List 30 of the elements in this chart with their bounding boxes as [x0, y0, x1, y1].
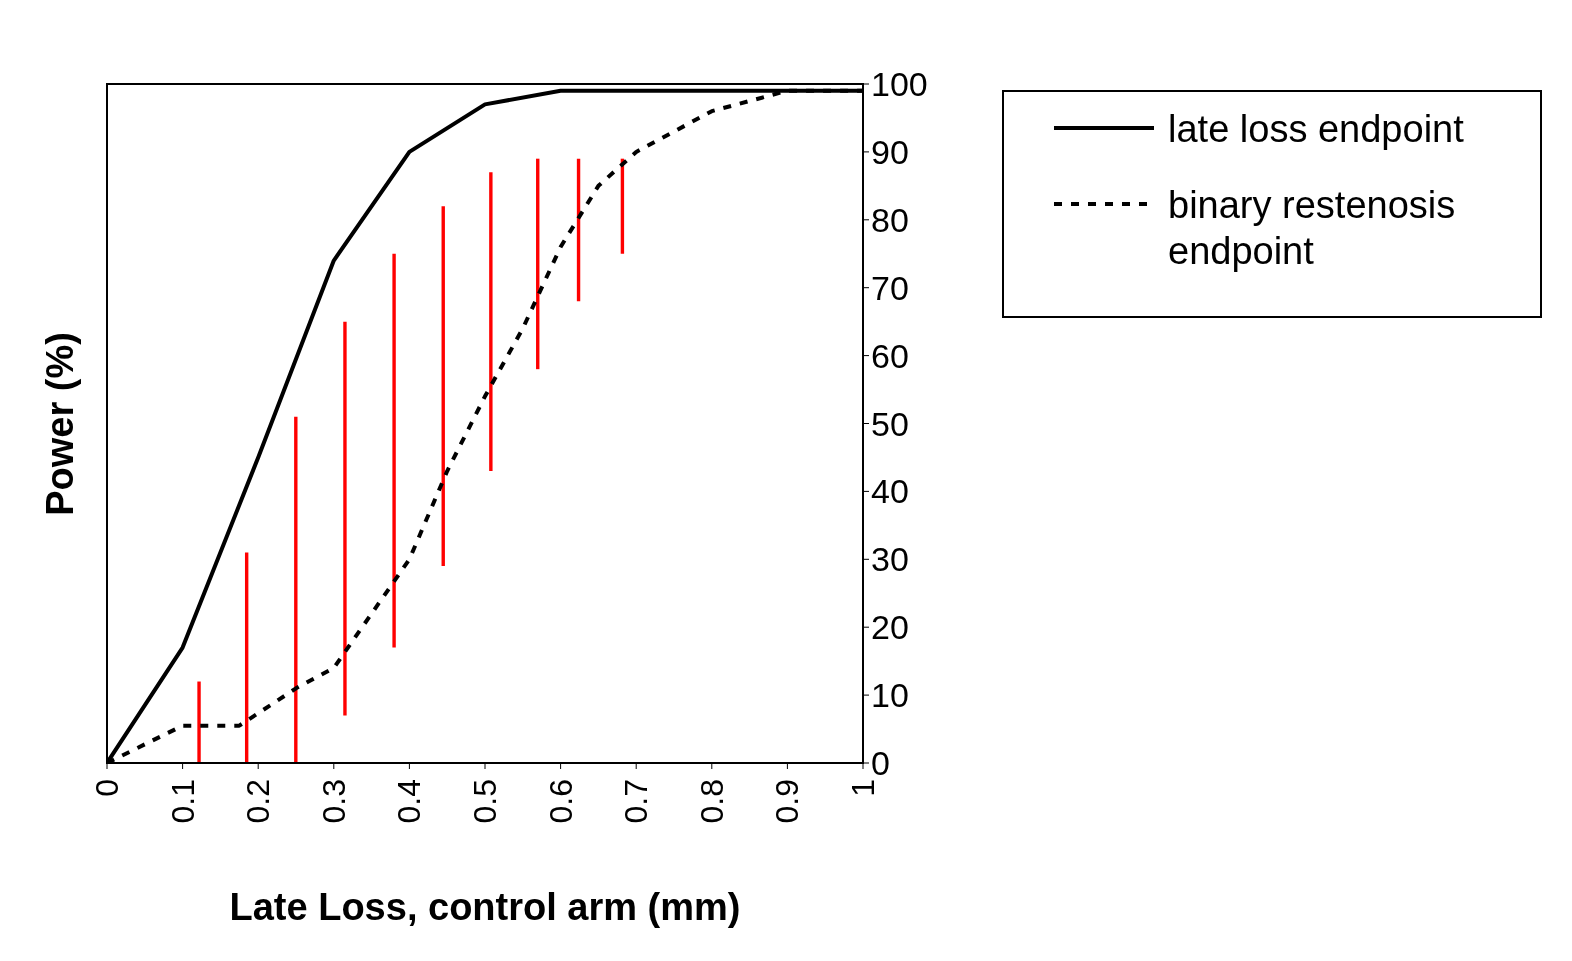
y-tick-label: 70 [871, 268, 909, 307]
x-tick-label: 0.3 [315, 779, 352, 824]
y-axis-title: Power (%) [39, 332, 81, 516]
x-tick-label: 0.1 [164, 779, 201, 824]
bar [489, 172, 493, 472]
bar [343, 321, 347, 716]
x-tick-label: 0.8 [693, 779, 730, 824]
y-tick-label: 90 [871, 132, 909, 171]
x-tick-label: 1 [845, 779, 881, 797]
y-tick-label: 60 [871, 336, 909, 375]
x-tick-label: 0.5 [467, 779, 503, 824]
x-tick-label: 0.2 [240, 779, 277, 824]
x-tick-label: 0.9 [769, 779, 806, 824]
y-tick-label: 50 [871, 404, 909, 443]
x-tick-label: 0.6 [542, 779, 579, 824]
y-tick-label: 30 [871, 540, 909, 579]
bar [294, 416, 298, 763]
y-tick-label: 40 [871, 472, 909, 511]
x-tick-label: 0.7 [618, 779, 655, 824]
y-tick-label: 80 [871, 200, 909, 239]
legend-label: binary restenosis endpoint [1168, 183, 1457, 274]
x-axis-title: Late Loss, control arm (mm) [229, 886, 741, 928]
legend-label: late loss endpoint [1168, 107, 1465, 152]
x-tick-label: 0.4 [391, 779, 428, 824]
bar [197, 681, 201, 763]
y-tick-label: 10 [871, 676, 909, 715]
bar [392, 253, 396, 648]
y-tick-label: 20 [871, 608, 909, 647]
y-tick-label: 100 [871, 65, 928, 104]
x-tick-label: 0 [89, 779, 125, 797]
